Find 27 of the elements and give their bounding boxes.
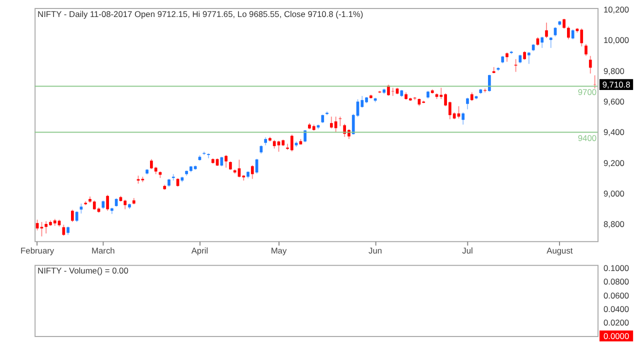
y-tick-label: 0.0400 [603, 304, 630, 314]
y-tick-label: 9,000 [603, 188, 625, 199]
y-tick-label: 9,600 [603, 96, 625, 107]
x-tick-label: April [191, 245, 208, 256]
x-tick-label: March [92, 245, 116, 256]
x-tick-label: August [546, 245, 574, 256]
x-tick-label: May [270, 245, 288, 256]
y-tick-label: 0.0200 [603, 317, 630, 328]
ref-line-label: 9700 [578, 87, 597, 98]
y-tick-label: 0.0800 [603, 276, 630, 287]
y-tick-label: 9,800 [603, 66, 625, 76]
text: 0.0000 [603, 330, 630, 341]
text: 9,710.8 [602, 80, 631, 90]
y-tick-label: 9,400 [603, 127, 625, 138]
y-tick-label: 10,000 [603, 35, 630, 46]
ref-line-label: 9400 [578, 133, 597, 144]
candlestick [391, 87, 394, 96]
y-tick-label: 0.1000 [603, 263, 630, 274]
chart-title: NIFTY - Daily 11-08-2017 Open 9712.15, Hi 9771.65, Lo 9685.55, Close 9710.8 (-1.1%) [38, 8, 364, 19]
y-tick-label: 10,200 [603, 4, 630, 15]
x-tick-label: Jul [462, 245, 473, 256]
x-tick-label: February [20, 245, 55, 256]
chart-title: NIFTY - Volume() = 0.00 [38, 266, 129, 276]
y-tick-label: 8,800 [603, 219, 625, 230]
x-tick-label: Jun [368, 245, 382, 256]
y-tick-label: 9,200 [603, 158, 625, 168]
y-tick-label: 0.0600 [603, 290, 630, 300]
